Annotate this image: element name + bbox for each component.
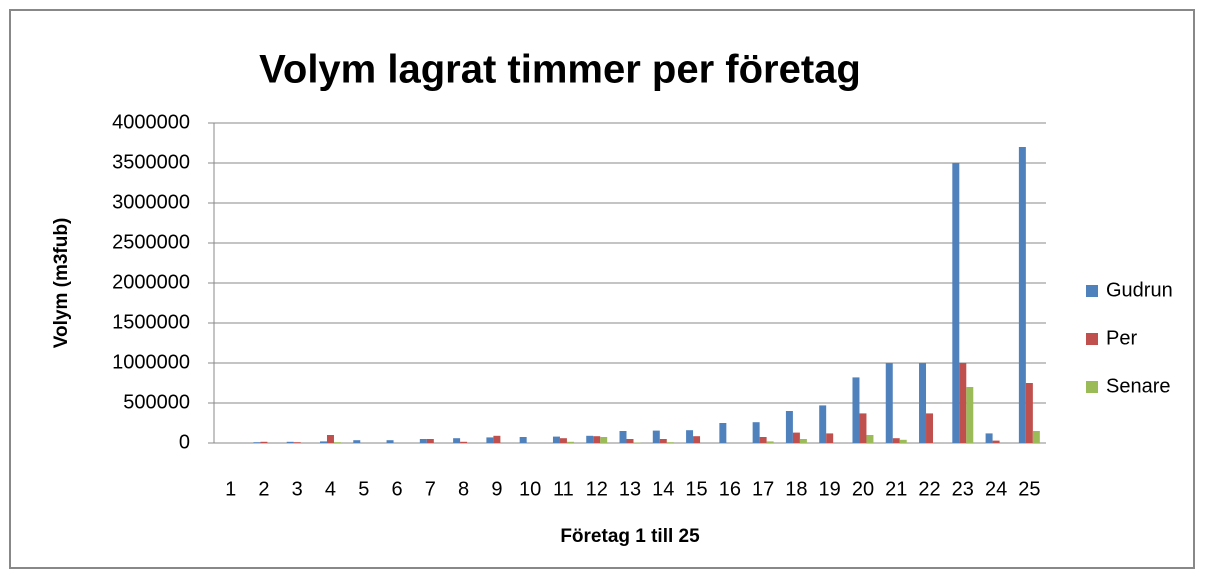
- bar: [386, 440, 394, 443]
- x-tick-label: 17: [752, 478, 774, 500]
- y-tick-label: 2500000: [112, 231, 190, 253]
- bar: [1032, 431, 1040, 443]
- y-tick-label: 2000000: [112, 271, 190, 293]
- x-tick-label: 18: [785, 478, 807, 500]
- y-axis-title: Volym (m3fub): [51, 218, 72, 349]
- bar: [885, 363, 893, 443]
- x-tick-label: 14: [652, 478, 674, 500]
- bar: [766, 441, 774, 443]
- bar: [659, 439, 667, 443]
- bar: [866, 435, 874, 443]
- x-tick-label: 24: [985, 478, 1007, 500]
- x-tick-label: 7: [425, 478, 436, 500]
- bar: [926, 413, 934, 443]
- bar: [819, 405, 827, 443]
- legend-label: Senare: [1106, 375, 1171, 397]
- x-tick-label: 3: [292, 478, 303, 500]
- bar: [966, 387, 974, 443]
- bar: [859, 413, 867, 443]
- bar: [666, 442, 674, 443]
- bar: [286, 441, 294, 443]
- x-tick-label: 13: [619, 478, 641, 500]
- y-tick-label: 3000000: [112, 191, 190, 213]
- bar: [992, 440, 1000, 443]
- bar: [686, 430, 694, 443]
- y-tick-label: 4000000: [112, 111, 190, 133]
- bar: [852, 377, 860, 443]
- bar: [600, 437, 608, 443]
- bar: [493, 435, 501, 443]
- bar: [559, 438, 567, 443]
- bar: [486, 437, 494, 443]
- bar: [419, 439, 427, 443]
- bar: [593, 436, 601, 443]
- x-tick-label: 16: [719, 478, 741, 500]
- x-tick-label: 19: [819, 478, 841, 500]
- legend-label: Per: [1106, 327, 1137, 349]
- x-tick-label: 20: [852, 478, 874, 500]
- bar: [693, 436, 701, 443]
- bar: [892, 438, 900, 443]
- bar: [253, 442, 261, 443]
- x-tick-label: 2: [258, 478, 269, 500]
- x-tick-label: 15: [685, 478, 707, 500]
- x-tick-label: 25: [1018, 478, 1040, 500]
- x-tick-label: 22: [918, 478, 940, 500]
- bar: [333, 442, 341, 443]
- legend-label: Gudrun: [1106, 279, 1173, 301]
- x-tick-label: 10: [519, 478, 541, 500]
- legend-swatch: [1086, 381, 1098, 393]
- x-tick-label: 21: [885, 478, 907, 500]
- bar: [519, 437, 527, 443]
- bar: [899, 439, 907, 443]
- bar: [460, 441, 468, 443]
- bar: [353, 440, 361, 443]
- chart-title: Volym lagrat timmer per företag: [259, 48, 861, 92]
- x-tick-label: 9: [491, 478, 502, 500]
- bar: [293, 442, 301, 443]
- chart-border: [9, 9, 1195, 569]
- bar: [652, 430, 660, 443]
- legend-swatch: [1086, 285, 1098, 297]
- bar: [959, 363, 967, 443]
- bar: [792, 432, 800, 443]
- bar: [552, 436, 560, 443]
- bar: [426, 439, 434, 443]
- x-tick-label: 11: [553, 478, 574, 500]
- bar: [719, 423, 727, 443]
- bar: [752, 422, 760, 443]
- x-tick-label: 1: [225, 478, 236, 500]
- bar: [586, 435, 594, 443]
- bar: [260, 441, 268, 443]
- x-tick-label: 6: [391, 478, 402, 500]
- x-tick-label: 12: [586, 478, 608, 500]
- bar: [985, 433, 993, 443]
- x-tick-label: 4: [325, 478, 336, 500]
- bar: [326, 435, 334, 443]
- y-tick-label: 1000000: [112, 351, 190, 373]
- bar: [626, 439, 634, 443]
- bar: [919, 363, 927, 443]
- bar: [1018, 147, 1026, 443]
- x-tick-label: 8: [458, 478, 469, 500]
- bar: [799, 439, 807, 443]
- bar: [453, 438, 461, 443]
- y-tick-label: 3500000: [112, 151, 190, 173]
- bar: [1025, 383, 1033, 443]
- bar: [619, 431, 627, 443]
- bar: [319, 441, 327, 443]
- y-tick-label: 1500000: [112, 311, 190, 333]
- bar: [759, 437, 767, 443]
- bar: [785, 411, 793, 443]
- y-tick-label: 500000: [123, 391, 190, 413]
- x-tick-label: 5: [358, 478, 369, 500]
- bar: [566, 441, 574, 443]
- bar: [952, 163, 960, 443]
- legend-swatch: [1086, 333, 1098, 345]
- x-axis-title: Företag 1 till 25: [560, 526, 700, 547]
- x-tick-label: 23: [952, 478, 974, 500]
- bar: [826, 433, 834, 443]
- y-tick-label: 0: [179, 431, 190, 453]
